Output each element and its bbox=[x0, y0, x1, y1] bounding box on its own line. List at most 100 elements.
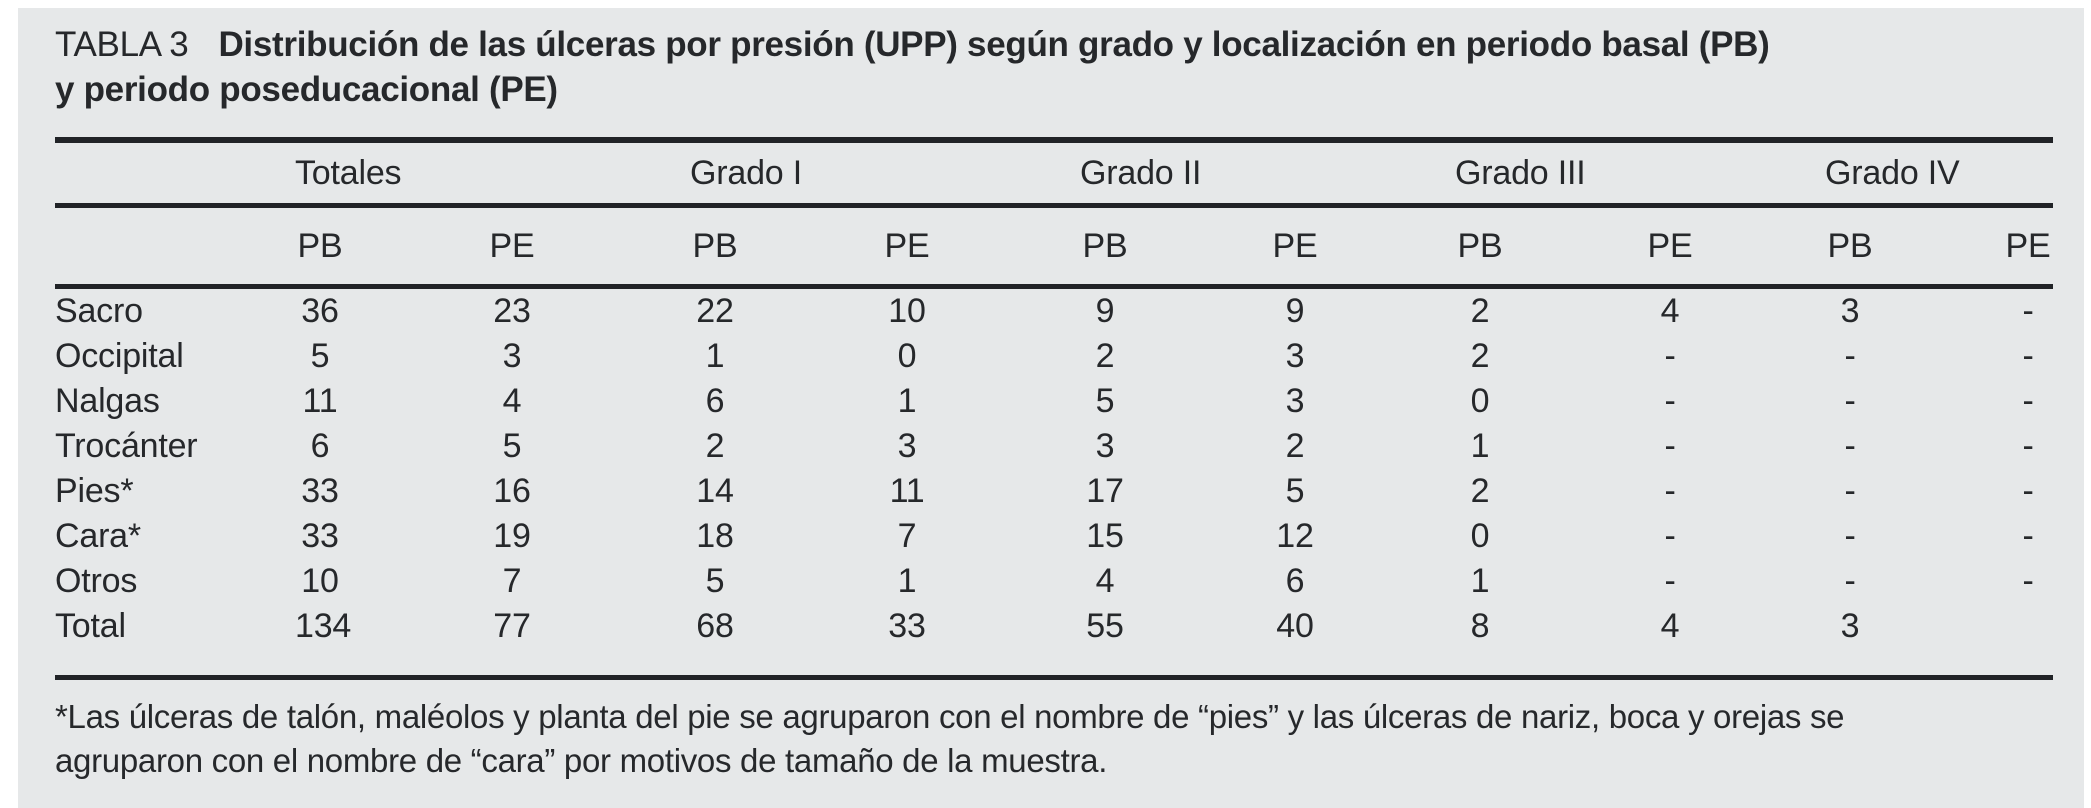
table-row: Cara* 33 19 18 7 15 12 0 - - - bbox=[55, 514, 2053, 559]
value-cell: 5 bbox=[295, 334, 487, 379]
table-label: TABLA 3 bbox=[55, 25, 189, 64]
value-cell: 0 bbox=[1455, 379, 1645, 424]
cell-value: 3 bbox=[1285, 337, 1305, 375]
value-cell: 1 bbox=[690, 334, 882, 379]
cell-value: 10 bbox=[888, 292, 926, 330]
cell-value: 7 bbox=[502, 562, 522, 600]
cell-value: - bbox=[2022, 472, 2034, 510]
value-cell: 6 bbox=[295, 424, 487, 469]
value-cell: 5 bbox=[487, 424, 690, 469]
value-cell: 33 bbox=[295, 514, 487, 559]
value-cell: 0 bbox=[882, 334, 1080, 379]
value-cell: 3 bbox=[1825, 287, 2003, 335]
value-cell: 2 bbox=[1455, 469, 1645, 514]
value-cell: 14 bbox=[690, 469, 882, 514]
value-cell: 6 bbox=[690, 379, 882, 424]
value-cell: 6 bbox=[1270, 559, 1455, 604]
table-row: Occipital 5 3 1 0 2 3 2 - - - bbox=[55, 334, 2053, 379]
cell-value: 33 bbox=[888, 607, 926, 645]
subheader-cell: PB bbox=[1455, 205, 1646, 289]
value-cell: 7 bbox=[487, 559, 690, 604]
corner-cell bbox=[55, 205, 295, 289]
table-caption-line1: Distribución de las úlceras por presión … bbox=[218, 25, 1770, 64]
cell-value: - bbox=[2022, 562, 2034, 600]
cell-value: 2 bbox=[705, 427, 725, 465]
cell-value: 5 bbox=[1285, 472, 1305, 510]
cell-value: - bbox=[1844, 337, 1856, 375]
value-cell: 3 bbox=[882, 424, 1080, 469]
cell-value: - bbox=[1664, 562, 1676, 600]
group-header: Grado II bbox=[1080, 137, 1456, 208]
value-cell: - bbox=[2003, 559, 2053, 604]
value-cell: 3 bbox=[1270, 334, 1455, 379]
value-cell: 5 bbox=[1270, 469, 1455, 514]
row-label: Pies* bbox=[55, 472, 134, 510]
table-title: TABLA 3 Distribución de las úlceras por p… bbox=[55, 22, 2053, 112]
subheader-label: PE bbox=[884, 226, 930, 265]
cell-value: - bbox=[2022, 292, 2034, 330]
value-cell: 3 bbox=[1080, 424, 1270, 469]
cell-value: - bbox=[1844, 427, 1856, 465]
value-cell: 2 bbox=[690, 424, 882, 469]
subheader-cell: PE bbox=[1645, 205, 1826, 289]
cell-value: 4 bbox=[502, 382, 522, 420]
cell-value: 77 bbox=[493, 607, 531, 645]
cell-value: 16 bbox=[493, 472, 531, 510]
value-cell: - bbox=[1825, 379, 2003, 424]
cell-value: 1 bbox=[705, 337, 725, 375]
value-cell: 2 bbox=[1455, 334, 1645, 379]
cell-value: 134 bbox=[295, 607, 352, 645]
value-cell: 134 bbox=[295, 604, 487, 680]
subheader-label: PB bbox=[297, 226, 343, 265]
cell-value: 3 bbox=[1095, 427, 1115, 465]
value-cell: 68 bbox=[690, 604, 883, 680]
value-cell: 3 bbox=[1270, 379, 1455, 424]
value-cell: 4 bbox=[1080, 559, 1270, 604]
value-cell: 33 bbox=[295, 469, 487, 514]
row-label: Trocánter bbox=[55, 427, 198, 465]
table-row: Nalgas 11 4 6 1 5 3 0 - - - bbox=[55, 379, 2053, 424]
panel-content: TABLA 3 Distribución de las úlceras por p… bbox=[18, 8, 2084, 783]
upp-table: Totales Grado I Grado II Grado III Grado IV … bbox=[55, 137, 2054, 680]
table-row: Trocánter 6 5 2 3 3 2 1 - - - bbox=[55, 424, 2053, 469]
value-cell: - bbox=[1825, 469, 2003, 514]
cell-value: 1 bbox=[1470, 562, 1490, 600]
subheader-cell: PE bbox=[487, 205, 691, 289]
subheader-label: PB bbox=[1457, 226, 1503, 265]
value-cell: - bbox=[1645, 424, 1825, 469]
cell-value: 2 bbox=[1285, 427, 1305, 465]
cell-value: 33 bbox=[301, 472, 339, 510]
table-panel: TABLA 3 Distribución de las úlceras por p… bbox=[18, 8, 2084, 808]
value-cell: 15 bbox=[1080, 514, 1270, 559]
group-header: Totales bbox=[295, 137, 691, 208]
subheader-cell: PE bbox=[2003, 205, 2054, 289]
cell-value: 55 bbox=[1086, 607, 1124, 645]
cell-value: 2 bbox=[1470, 337, 1490, 375]
cell-value: 4 bbox=[1660, 292, 1680, 330]
cell-value: - bbox=[2022, 337, 2034, 375]
cell-value: 15 bbox=[1086, 517, 1124, 555]
cell-value: 9 bbox=[1095, 292, 1115, 330]
cell-value: 6 bbox=[310, 427, 330, 465]
value-cell: - bbox=[2003, 334, 2053, 379]
value-cell: - bbox=[2003, 424, 2053, 469]
value-cell: - bbox=[1825, 514, 2003, 559]
value-cell: 0 bbox=[1455, 514, 1645, 559]
value-cell: - bbox=[1645, 469, 1825, 514]
table-row: Otros 10 7 5 1 4 6 1 - - - bbox=[55, 559, 2053, 604]
row-label: Occipital bbox=[55, 337, 184, 375]
cell-value: 5 bbox=[310, 337, 330, 375]
value-cell: - bbox=[1825, 334, 2003, 379]
cell-value: 36 bbox=[301, 292, 339, 330]
cell-value: 22 bbox=[696, 292, 734, 330]
cell-value: 3 bbox=[502, 337, 522, 375]
group-header: Grado IV bbox=[1825, 137, 2054, 208]
cell-value: - bbox=[1844, 472, 1856, 510]
cell-value: 4 bbox=[1660, 607, 1680, 645]
table-row: Sacro 36 23 22 10 9 9 2 4 3 - bbox=[55, 287, 2053, 335]
subheader-label: PB bbox=[1082, 226, 1128, 265]
value-cell: - bbox=[1645, 514, 1825, 559]
value-cell: 4 bbox=[487, 379, 690, 424]
value-cell: 1 bbox=[1455, 424, 1645, 469]
cell-value: - bbox=[1844, 562, 1856, 600]
